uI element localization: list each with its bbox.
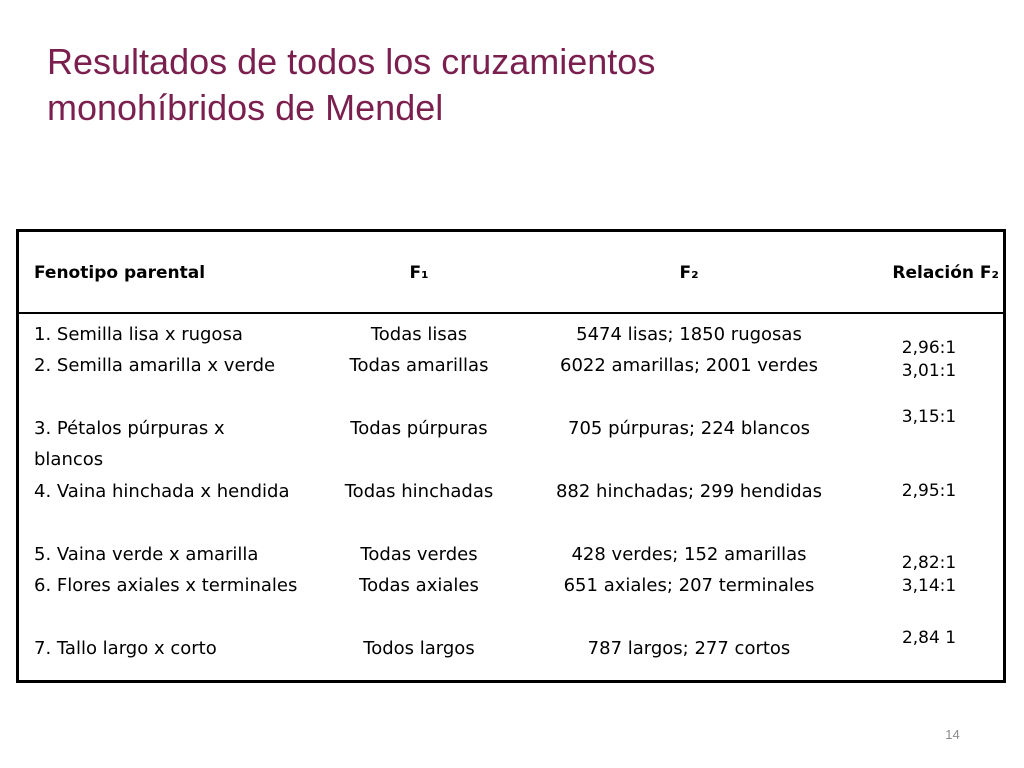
table-cell-relacion-1: 2,96:1 [901,338,957,358]
table-cell-fenotipo-6: 6. Flores axiales x terminales [34,575,298,596]
table-cell-relacion-5: 2,82:1 [901,553,957,573]
table-cell-f2-4: 882 hinchadas; 299 hendidas [555,481,823,502]
table-cell-f2-3: 705 púrpuras; 224 blancos [568,418,810,439]
header-relacion-f2: Relación F₂ [892,263,999,283]
table-cell-fenotipo-5: 5. Vaina verde x amarilla [34,544,259,565]
slide-page-number: 14 [945,727,960,742]
table-cell-f1-2: Todas amarillas [349,355,489,376]
table-cell-fenotipo-2: 2. Semilla amarilla x verde [34,355,276,376]
header-f1: F₁ [409,263,429,283]
table-cell-f1-7: Todos largos [363,638,475,659]
slide-title: Resultados de todos los cruzamientos mon… [47,39,947,131]
header-fenotipo-parental: Fenotipo parental [34,263,206,283]
slide-title-line-1: Resultados de todos los cruzamientos [47,41,656,82]
table-cell-fenotipo-1: 1. Semilla lisa x rugosa [34,324,243,345]
table-cell-f1-3: Todas púrpuras [350,418,488,439]
table-cell-f1-5: Todas verdes [360,544,478,565]
table-cell-relacion-2: 3,01:1 [901,361,957,381]
table-cell-relacion-4: 2,95:1 [901,481,957,501]
table-cell-fenotipo-7: 7. Tallo largo x corto [34,638,217,659]
table-cell-f2-2: 6022 amarillas; 2001 verdes [560,355,818,376]
table-cell-f2-1: 5474 lisas; 1850 rugosas [576,324,802,345]
table-cell-f2-5: 428 verdes; 152 amarillas [571,544,807,565]
table-cell-relacion-6: 3,14:1 [901,576,957,596]
table-cell-relacion-3: 3,15:1 [901,407,957,427]
table-cell-f1-4: Todas hinchadas [344,481,494,502]
table-cell-fenotipo-4: 4. Vaina hinchada x hendida [34,481,290,502]
table-header-row: Fenotipo parental F₁ F₂ Relación F₂ [19,232,1003,314]
table-cell-f2-7: 787 largos; 277 cortos [587,638,791,659]
table-cell-f1-6: Todas axiales [359,575,479,596]
mendel-results-table: Fenotipo parental F₁ F₂ Relación F₂ 1. S… [16,229,1006,683]
table-cell-f1-1: Todas lisas [370,324,468,345]
header-f2: F₂ [679,263,699,283]
table-cell-relacion-7: 2,84 1 [901,628,957,648]
table-cell-fenotipo-3: 3. Pétalos púrpuras x blancos [34,418,225,470]
table-cell-f2-6: 651 axiales; 207 terminales [563,575,815,596]
slide-title-line-2: monohíbridos de Mendel [47,87,444,128]
